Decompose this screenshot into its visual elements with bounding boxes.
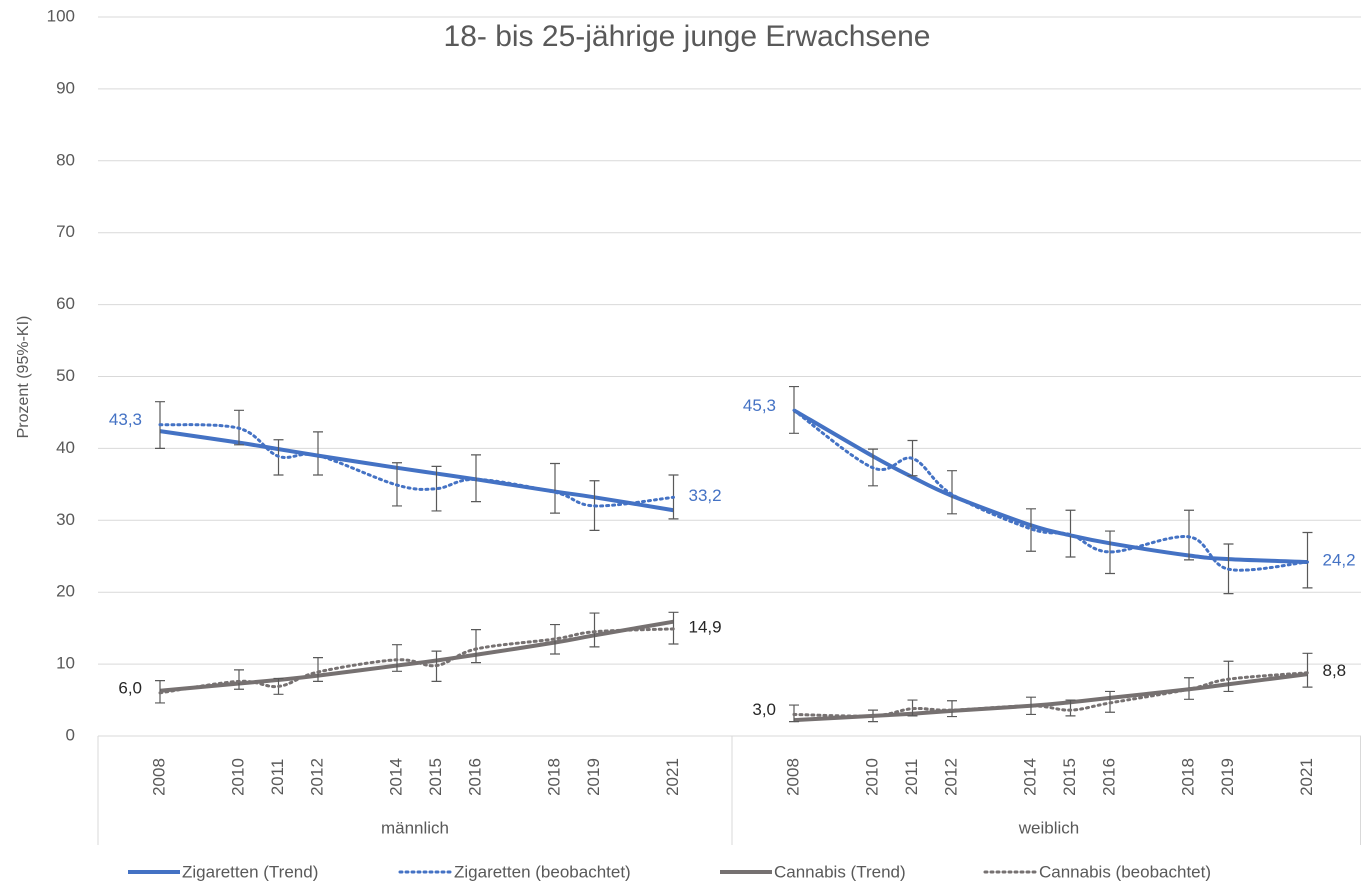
data-label: 33,2: [689, 486, 722, 505]
x-tick-label: 2012: [941, 758, 960, 796]
legend-label: Cannabis (Trend): [774, 862, 906, 881]
legend-label: Zigaretten (beobachtet): [454, 862, 631, 881]
x-tick-label: 2019: [1218, 758, 1237, 796]
data-label: 24,2: [1323, 550, 1356, 569]
x-tick-label: 2011: [268, 759, 287, 796]
x-tick-label: 2010: [228, 758, 247, 796]
x-tick-label: 2014: [386, 758, 405, 796]
x-tick-label: 2015: [426, 758, 445, 796]
y-tick-label: 80: [56, 150, 75, 169]
error-bar: [471, 454, 481, 503]
x-tick-label: 2008: [149, 758, 168, 796]
error-bar: [1302, 531, 1313, 589]
series-line: [158, 627, 675, 695]
y-tick-label: 40: [56, 438, 75, 457]
x-tick-label: 2021: [1297, 758, 1316, 796]
x-tick-label: 2014: [1020, 758, 1039, 796]
x-tick-label: 2019: [584, 758, 603, 796]
y-axis-label: Prozent (95%-KI): [15, 316, 32, 439]
error-bar: [234, 669, 244, 690]
y-tick-label: 90: [56, 78, 75, 97]
y-tick-label: 10: [56, 654, 75, 673]
error-bar: [313, 657, 323, 682]
series-line: [793, 672, 1308, 723]
x-tick-label: 2012: [307, 758, 326, 796]
series-line: [792, 671, 1309, 718]
error-bar: [392, 644, 402, 672]
y-tick-label: 20: [56, 582, 75, 601]
data-label: 14,9: [689, 617, 722, 636]
y-tick-label: 0: [66, 725, 75, 744]
x-tick-label: 2016: [465, 758, 484, 796]
legend-label: Zigaretten (Trend): [182, 862, 318, 881]
x-tick-label: 2021: [663, 758, 682, 796]
error-bar: [1302, 652, 1313, 688]
y-tick-label: 100: [47, 6, 75, 25]
data-label: 6,0: [118, 678, 142, 697]
error-bar: [589, 612, 600, 648]
error-bar: [947, 470, 957, 515]
error-bar: [1026, 696, 1036, 716]
data-label: 43,3: [109, 410, 142, 429]
series-line: [159, 429, 674, 513]
x-tick-label: 2016: [1099, 758, 1118, 796]
series-line: [792, 408, 1309, 572]
data-label: 45,3: [743, 396, 776, 415]
chart-title: 18- bis 25-jährige junge Erwachsene: [444, 20, 931, 53]
y-tick-label: 30: [56, 510, 75, 529]
x-tick-label: 2008: [783, 758, 802, 796]
error-bar: [471, 628, 481, 664]
y-tick-label: 70: [56, 222, 75, 241]
error-bar: [947, 700, 957, 718]
y-tick-label: 60: [56, 294, 75, 313]
error-bar: [1065, 699, 1076, 717]
x-tick-label: 2018: [1178, 758, 1197, 796]
group-label: männlich: [381, 818, 449, 837]
x-tick-label: 2011: [902, 759, 921, 796]
x-tick-label: 2018: [544, 758, 563, 796]
error-bar: [550, 462, 560, 514]
data-label: 8,8: [1323, 661, 1347, 680]
error-bar: [313, 431, 323, 476]
x-tick-label: 2010: [862, 758, 881, 796]
y-tick-label: 50: [56, 366, 75, 385]
error-bar: [1184, 509, 1194, 561]
group-label: weiblich: [1018, 818, 1079, 837]
legend-label: Cannabis (beobachtet): [1039, 862, 1211, 881]
error-bar: [431, 465, 442, 512]
error-bar: [1026, 508, 1036, 552]
x-tick-label: 2015: [1060, 758, 1079, 796]
series-line: [158, 423, 675, 508]
error-bar: [1223, 660, 1234, 693]
data-label: 3,0: [752, 700, 776, 719]
